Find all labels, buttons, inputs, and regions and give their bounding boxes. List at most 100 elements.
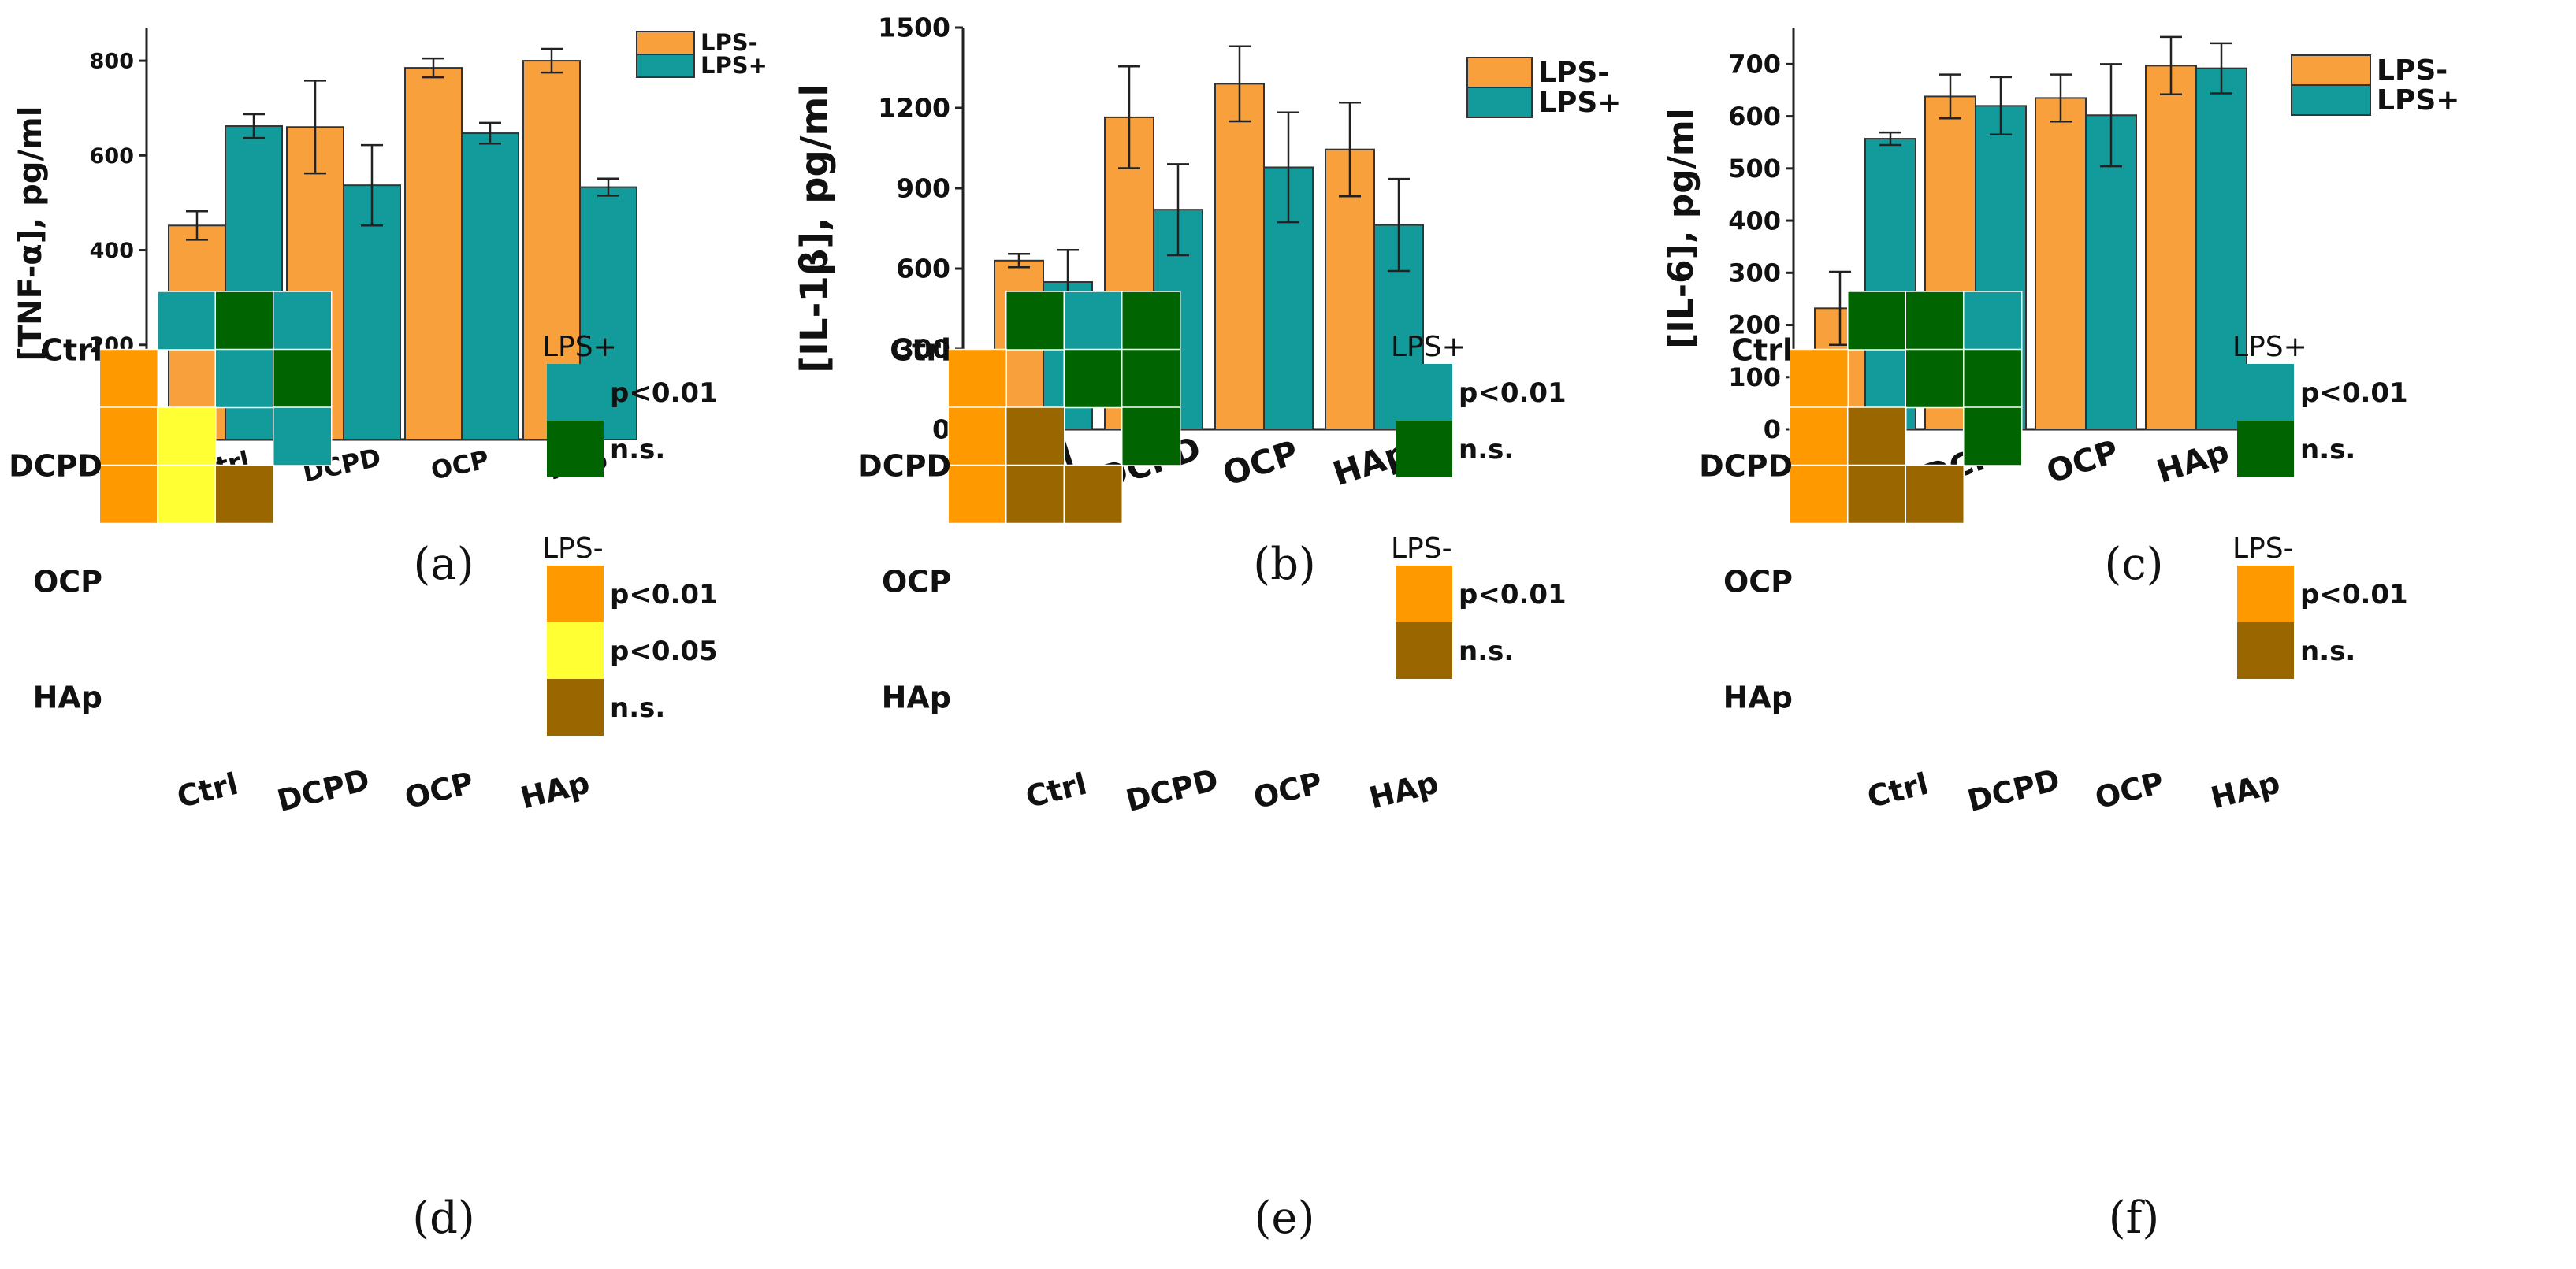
y-tick-label-b-5: 1500 <box>878 13 950 43</box>
cell-d-upper-Ctrl-HAp <box>273 291 333 351</box>
col-label-d-OCP: OCP <box>401 765 477 815</box>
legend-swatch-d-plus-0 <box>547 364 604 421</box>
legend-label-a-LPS+: LPS+ <box>701 52 768 79</box>
legend-swatch-e-minus-0 <box>1396 566 1452 622</box>
legend-swatch-d-plus-1 <box>547 421 604 477</box>
y-tick-label-c-0: 0 <box>1764 414 1781 444</box>
cell-e-upper-DCPD-OCP <box>1063 348 1123 409</box>
panel-label-f: (f) <box>2109 1193 2159 1244</box>
legend-label-f-minus-1: n.s. <box>2300 636 2355 667</box>
bar-c-OCP-LPS- <box>2035 97 2087 430</box>
x-tick-label-c-HAp: HAp <box>2153 433 2234 491</box>
cell-f-lower-DCPD-Ctrl <box>1789 348 1849 409</box>
row-label-e-DCPD: DCPD <box>857 449 951 484</box>
row-label-f-Ctrl: Ctrl <box>1731 333 1793 368</box>
panel-label-e: (e) <box>1255 1193 1315 1244</box>
cell-e-lower-HAp-DCPD <box>1005 464 1065 525</box>
panel-b: (b) 0 300 600 900 1200 1500 [IL-1β], pg/ml Ctrl D… <box>793 13 1621 590</box>
legend-label-f-plus-1: n.s. <box>2300 434 2355 466</box>
y-tick-label-c-6: 600 <box>1728 102 1781 132</box>
legend-swatch-f-plus-1 <box>2237 421 2294 477</box>
y-tick-label-b-2: 600 <box>896 254 950 284</box>
y-axis-title-b: [IL-1β], pg/ml <box>793 83 837 373</box>
cell-d-lower-OCP-Ctrl <box>99 406 158 466</box>
legend-title-f-minus: LPS- <box>2232 532 2294 565</box>
cell-f-upper-Ctrl-OCP <box>1905 291 1965 351</box>
col-label-d-DCPD: DCPD <box>273 763 373 818</box>
panel-e: (e) Ctrl DCPD OCP HAp Ctrl DCPD OCP HAp LPS+ p<0.0… <box>857 291 1567 1244</box>
legend-label-c-LPS+: LPS+ <box>2377 84 2459 117</box>
cell-e-lower-HAp-OCP <box>1063 464 1123 525</box>
cell-d-lower-OCP-DCPD <box>157 406 217 466</box>
legend-swatch-e-minus-1 <box>1396 622 1452 679</box>
y-tick-label-a-2: 400 <box>90 239 134 263</box>
col-label-e-OCP: OCP <box>1250 765 1325 815</box>
cell-f-lower-OCP-DCPD <box>1847 406 1907 466</box>
legend-swatch-b-LPS- <box>1466 57 1533 88</box>
col-label-e-HAp: HAp <box>1366 765 1441 815</box>
panel-label-d: (d) <box>412 1193 475 1244</box>
panel-d: (d) Ctrl DCPD OCP HAp Ctrl DCPD OCP HAp LPS+ p<0.0… <box>9 291 718 1244</box>
legend-label-e-plus-0: p<0.01 <box>1459 377 1567 409</box>
legend-label-e-plus-1: n.s. <box>1459 434 1514 466</box>
bar-a-DCPD-LPS+ <box>343 184 401 440</box>
y-tick-label-a-4: 800 <box>90 50 134 74</box>
row-label-e-Ctrl: Ctrl <box>890 333 951 368</box>
cell-e-upper-Ctrl-OCP <box>1063 291 1123 351</box>
cell-f-upper-Ctrl-DCPD <box>1847 291 1907 351</box>
cell-e-lower-OCP-DCPD <box>1005 406 1065 466</box>
col-label-d-Ctrl: Ctrl <box>173 766 241 815</box>
legend-swatch-f-minus-0 <box>2237 566 2294 622</box>
legend-label-d-minus-0: p<0.01 <box>610 579 718 610</box>
legend-label-d-plus-1: n.s. <box>610 434 665 466</box>
y-tick-label-c-7: 700 <box>1728 50 1781 80</box>
bar-a-OCP-LPS+ <box>461 132 519 440</box>
col-label-d-HAp: HAp <box>517 765 593 815</box>
row-label-d-Ctrl: Ctrl <box>41 333 102 368</box>
col-label-f-OCP: OCP <box>2091 765 2167 815</box>
cell-f-upper-DCPD-OCP <box>1905 348 1965 409</box>
legend-swatch-a-LPS+ <box>636 54 695 78</box>
cell-e-upper-OCP-HAp <box>1121 406 1181 466</box>
cell-f-upper-OCP-HAp <box>1963 406 2023 466</box>
y-axis-title-a: [TNF-α], pg/ml <box>13 106 49 362</box>
legend-label-f-plus-0: p<0.01 <box>2300 377 2408 409</box>
cell-d-upper-Ctrl-OCP <box>214 291 274 351</box>
legend-swatch-e-plus-1 <box>1396 421 1452 477</box>
cell-d-upper-DCPD-HAp <box>273 348 333 409</box>
cell-d-lower-DCPD-Ctrl <box>99 348 158 409</box>
panel-f: (f) Ctrl DCPD OCP HAp Ctrl DCPD OCP HAp LPS+ p<0.0… <box>1699 291 2408 1244</box>
col-label-e-DCPD: DCPD <box>1122 763 1221 818</box>
panel-label-a: (a) <box>413 539 474 590</box>
cell-d-upper-Ctrl-DCPD <box>157 291 217 351</box>
cell-e-upper-DCPD-HAp <box>1121 348 1181 409</box>
bar-c-OCP-LPS+ <box>2085 114 2137 430</box>
cell-d-upper-OCP-HAp <box>273 406 333 466</box>
legend-label-b-LPS-: LPS- <box>1538 57 1609 89</box>
bar-a-OCP-LPS- <box>404 67 463 441</box>
y-tick-label-a-3: 600 <box>90 144 134 169</box>
legend-label-e-minus-0: p<0.01 <box>1459 579 1567 610</box>
legend-swatch-a-LPS- <box>636 31 695 55</box>
panel-label-c: (c) <box>2104 539 2163 590</box>
cell-e-upper-Ctrl-HAp <box>1121 291 1181 351</box>
y-tick-label-c-4: 400 <box>1728 206 1781 236</box>
y-tick-label-b-1: 300 <box>896 334 950 365</box>
y-tick-label-b-3: 900 <box>896 173 950 204</box>
legend-label-f-minus-0: p<0.01 <box>2300 579 2408 610</box>
row-label-f-OCP: OCP <box>1723 565 1793 599</box>
col-label-f-DCPD: DCPD <box>1964 763 2063 818</box>
legend-swatch-f-plus-0 <box>2237 364 2294 421</box>
x-tick-label-b-OCP: OCP <box>1218 433 1303 494</box>
panel-label-b: (b) <box>1253 539 1316 590</box>
cell-e-lower-DCPD-Ctrl <box>947 348 1007 409</box>
y-tick-label-c-2: 200 <box>1728 310 1781 340</box>
legend-title-e-minus: LPS- <box>1391 532 1452 565</box>
cell-d-upper-DCPD-OCP <box>214 348 274 409</box>
legend-title-d-minus: LPS- <box>542 532 604 565</box>
legend-title-e-plus: LPS+ <box>1391 331 1466 363</box>
bar-c-HAp-LPS- <box>2145 65 2197 430</box>
x-tick-label-a-OCP: OCP <box>429 444 492 486</box>
legend-label-b-LPS+: LPS+ <box>1538 87 1621 119</box>
